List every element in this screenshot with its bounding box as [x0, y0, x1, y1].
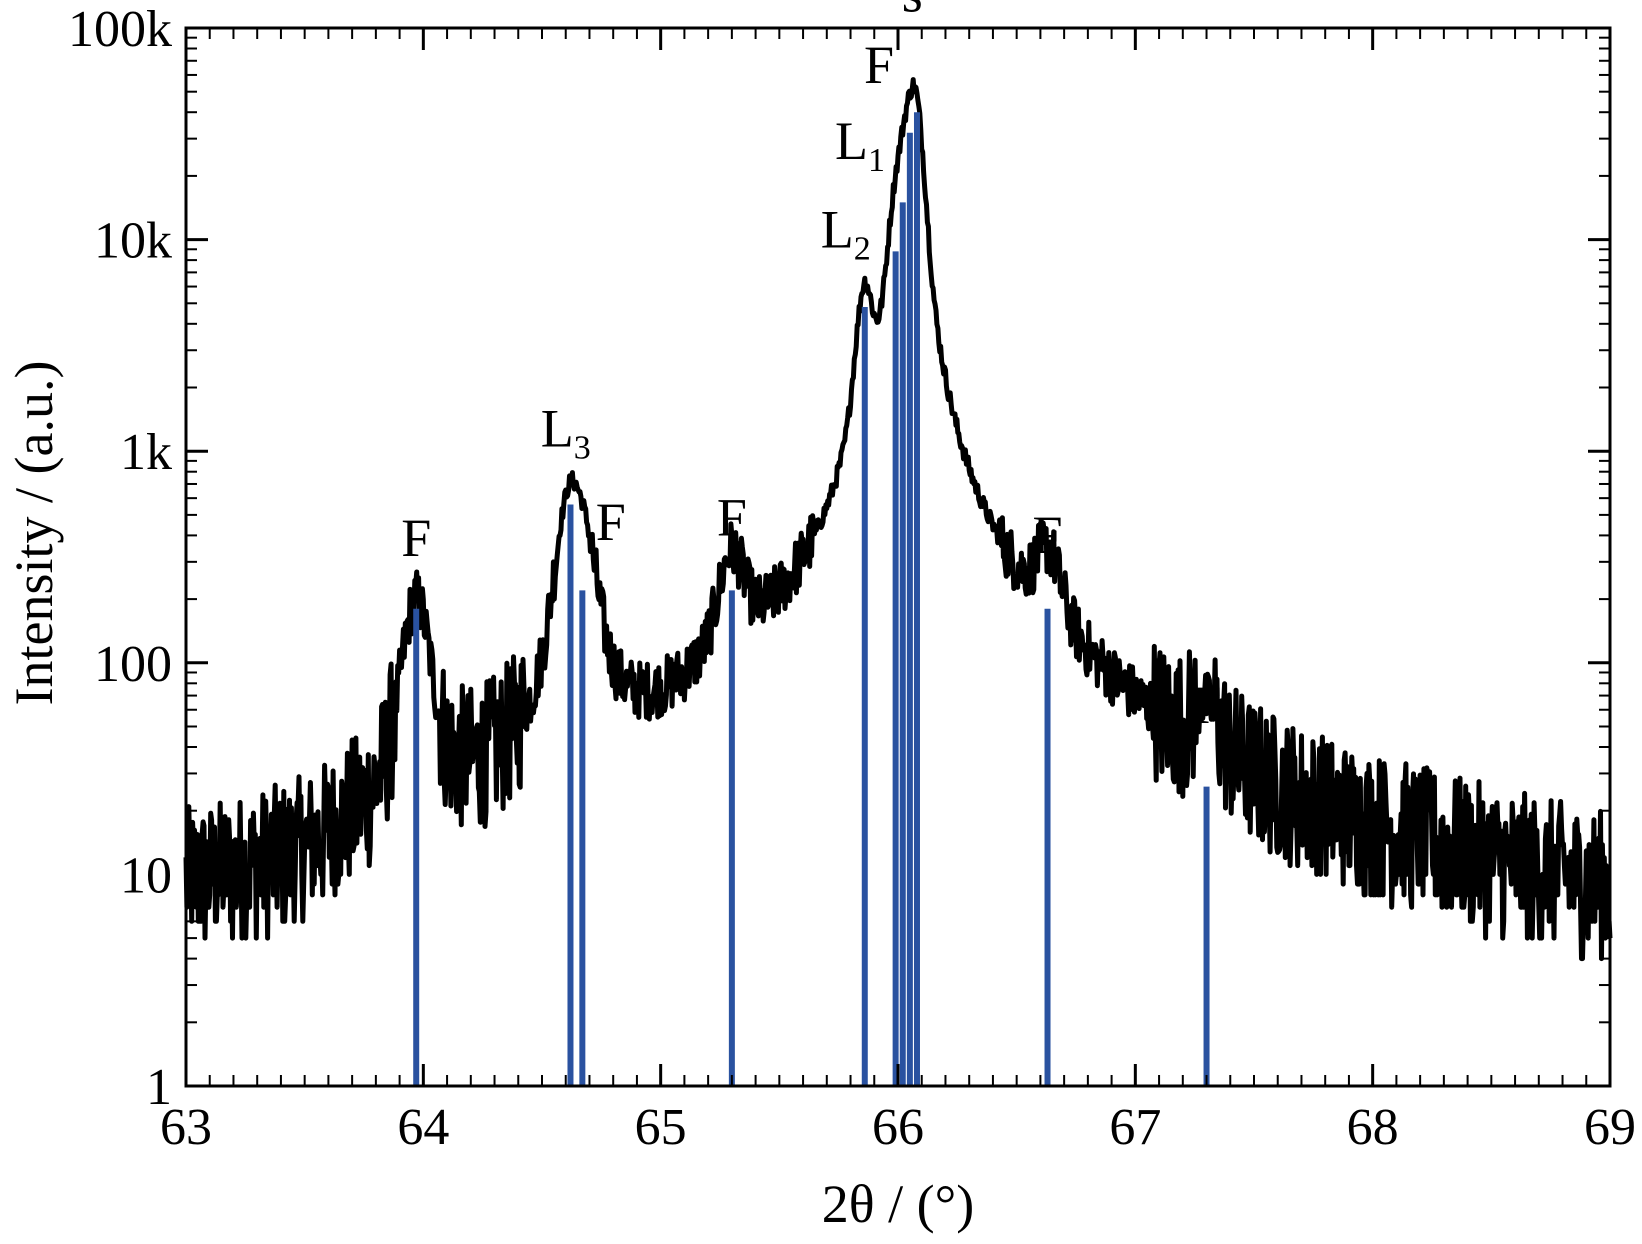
peak-label-text: L	[835, 111, 868, 171]
y-tick-label: 10k	[94, 213, 172, 270]
peak-label-text: F	[864, 35, 894, 95]
peak-label-text: F	[1192, 675, 1222, 735]
x-tick-label: 66	[872, 1099, 924, 1156]
y-tick-label: 100	[94, 636, 172, 693]
peak-label-text: F	[596, 492, 626, 552]
peak-label-subscript: 2	[854, 230, 871, 267]
peak-label: F	[864, 35, 894, 95]
x-tick-label: 69	[1584, 1099, 1636, 1156]
tick-labels-layer: 63 64 65 66 67 68 69 1 10 100 1k 10k 100k	[68, 1, 1636, 1156]
y-tick-label: 1k	[120, 424, 172, 481]
pattern-layer	[183, 77, 1613, 962]
peak-label-text: F	[401, 508, 431, 568]
peak-label: F	[717, 487, 747, 547]
peak-label: s	[902, 0, 923, 23]
peak-label-text: F	[1032, 505, 1062, 565]
peak-annotations-layer: FL3FFL2L1FsFF	[401, 0, 1221, 735]
peak-label-subscript: 1	[868, 142, 885, 179]
peak-label-subscript: 3	[574, 430, 591, 467]
peak-label: L1	[835, 111, 885, 179]
y-tick-label: 1	[146, 1059, 172, 1116]
peak-label-text: L	[821, 199, 854, 259]
peak-label-text: s	[902, 0, 923, 23]
x-tick-label: 63	[160, 1099, 212, 1156]
peak-label-text: F	[717, 487, 747, 547]
x-tick-label: 65	[635, 1099, 687, 1156]
x-axis-title: 2θ / (°)	[822, 1174, 974, 1234]
peak-label: F	[1032, 505, 1062, 565]
peak-label: L3	[541, 399, 591, 467]
peak-label-text: L	[541, 399, 574, 459]
y-tick-label: 100k	[68, 1, 172, 58]
y-axis-title: Intensity / (a.u.)	[4, 361, 64, 706]
x-tick-label: 68	[1347, 1099, 1399, 1156]
axis-ticks-layer	[184, 26, 1612, 1088]
diffraction-pattern-line	[183, 77, 1613, 962]
peak-label: F	[401, 508, 431, 568]
peak-label: F	[596, 492, 626, 552]
reference-lines-layer	[413, 112, 1210, 1086]
peak-label: L2	[821, 199, 871, 267]
y-tick-label: 10	[120, 847, 172, 904]
peak-label: F	[1192, 675, 1222, 735]
x-tick-label: 67	[1109, 1099, 1161, 1156]
x-tick-label: 64	[397, 1099, 449, 1156]
